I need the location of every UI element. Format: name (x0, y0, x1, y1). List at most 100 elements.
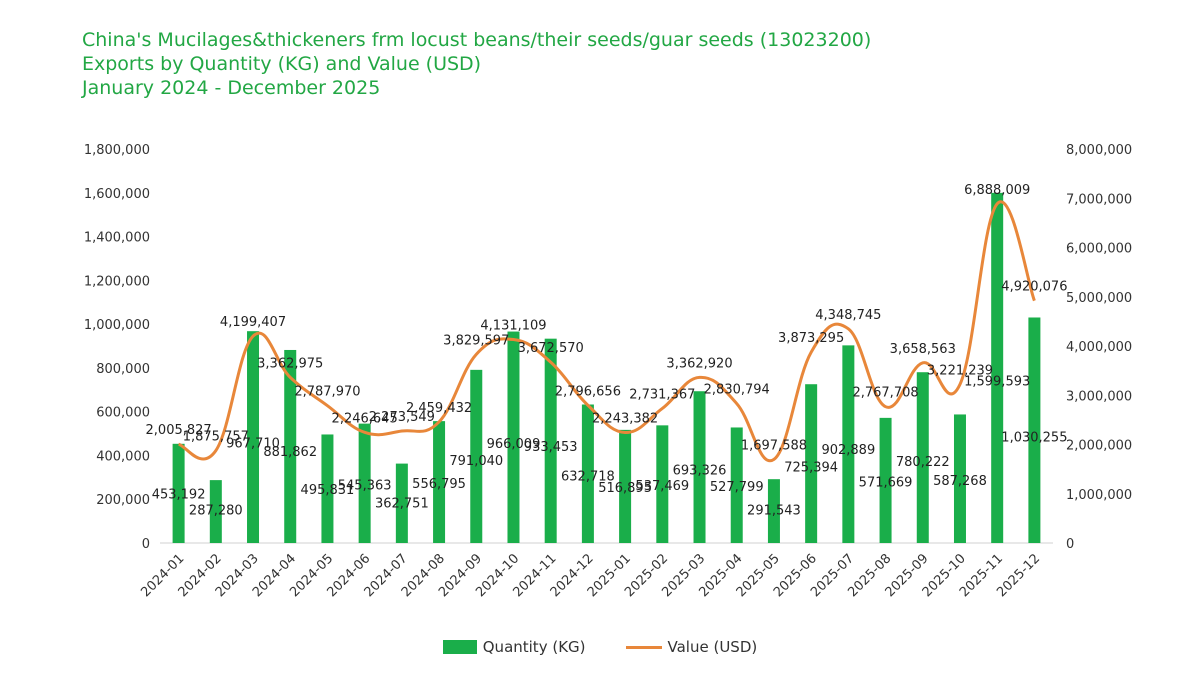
quantity-data-label: 587,268 (933, 474, 987, 489)
legend: Quantity (KG) Value (USD) (0, 638, 1200, 656)
value-data-label: 6,888,009 (964, 183, 1030, 198)
y-left-tick-label: 1,800,000 (84, 143, 150, 158)
quantity-bar (358, 423, 371, 543)
value-data-label: 4,348,745 (815, 308, 881, 323)
y-left-tick-label: 600,000 (96, 406, 150, 421)
value-data-label: 2,459,432 (406, 401, 472, 416)
value-data-label: 3,829,597 (443, 333, 509, 348)
quantity-bar (619, 429, 632, 543)
value-data-label: 4,131,109 (480, 319, 546, 334)
value-data-label: 3,362,920 (666, 356, 732, 371)
y-left-tick-label: 1,600,000 (84, 187, 150, 202)
quantity-bar (767, 479, 780, 543)
quantity-bar (172, 443, 185, 543)
y-left-tick-label: 1,000,000 (84, 318, 150, 333)
value-data-label: 1,697,588 (741, 438, 807, 453)
quantity-bar (581, 404, 594, 543)
y-left-tick-label: 400,000 (96, 449, 150, 464)
quantity-data-label: 537,469 (635, 479, 689, 494)
value-line (177, 200, 1036, 463)
quantity-bar (433, 421, 446, 543)
y-right-tick-label: 3,000,000 (1066, 389, 1132, 404)
y-left-tick-label: 0 (142, 537, 150, 552)
quantity-data-label: 495,831 (301, 483, 355, 498)
legend-item-quantity[interactable]: Quantity (KG) (442, 638, 586, 656)
legend-label-quantity: Quantity (KG) (482, 638, 586, 656)
value-data-label: 3,672,570 (518, 341, 584, 356)
quantity-data-label: 453,192 (152, 487, 206, 502)
quantity-data-label: 556,795 (412, 477, 466, 492)
title-line-3: January 2024 - December 2025 (82, 77, 381, 99)
quantity-data-label: 632,718 (561, 470, 615, 485)
quantity-bar (507, 331, 520, 543)
value-data-label: 2,796,656 (555, 384, 621, 399)
quantity-data-label: 881,862 (263, 445, 317, 460)
quantity-data-label: 571,669 (859, 476, 913, 491)
quantity-bar (693, 391, 706, 543)
title-line-2: Exports by Quantity (KG) and Value (USD) (82, 53, 482, 75)
quantity-data-label: 362,751 (375, 496, 429, 511)
quantity-data-label: 291,543 (747, 503, 801, 518)
value-data-label: 2,830,794 (704, 383, 770, 398)
legend-line-swatch (625, 645, 662, 649)
quantity-data-label: 527,799 (710, 480, 764, 495)
quantity-bar (879, 417, 892, 543)
legend-label-value: Value (USD) (667, 638, 758, 656)
quantity-bar (209, 480, 222, 543)
quantity-data-label: 780,222 (896, 455, 950, 470)
quantity-bar (656, 425, 669, 543)
quantity-data-label: 287,280 (189, 504, 243, 519)
quantity-bar (805, 384, 818, 543)
y-right-tick-label: 7,000,000 (1066, 192, 1132, 207)
quantity-bar (470, 369, 483, 543)
value-data-label: 2,767,708 (852, 386, 918, 401)
quantity-bar (321, 434, 334, 543)
y-left-tick-label: 1,200,000 (84, 274, 150, 289)
value-data-label: 2,787,970 (294, 385, 360, 400)
y-right-tick-label: 1,000,000 (1066, 488, 1132, 503)
y-right-tick-label: 2,000,000 (1066, 439, 1132, 454)
quantity-data-label: 933,453 (524, 440, 578, 455)
y-right-tick-label: 6,000,000 (1066, 242, 1132, 257)
value-data-label: 1,875,757 (183, 430, 249, 445)
y-right-tick-label: 0 (1066, 537, 1074, 552)
quantity-bar (395, 463, 408, 543)
legend-bar-swatch (442, 640, 477, 654)
y-right-tick-label: 5,000,000 (1066, 291, 1132, 306)
quantity-bar (1028, 317, 1041, 543)
value-data-label: 3,658,563 (890, 342, 956, 357)
quantity-bar (247, 331, 260, 543)
value-data-label: 2,246,645 (332, 411, 398, 426)
title-line-1: China's Mucilages&thickeners frm locust … (82, 29, 872, 51)
value-data-label: 2,273,549 (369, 410, 435, 425)
quantity-bar (991, 192, 1004, 543)
y-left-tick-label: 1,400,000 (84, 231, 150, 246)
y-left-tick-label: 200,000 (96, 493, 150, 508)
value-data-label: 3,873,295 (778, 331, 844, 346)
quantity-data-label: 902,889 (821, 443, 875, 458)
quantity-bar (916, 372, 929, 543)
quantity-bar (544, 338, 557, 543)
quantity-bar (284, 349, 297, 543)
quantity-data-label: 967,710 (226, 437, 280, 452)
y-left-tick-label: 800,000 (96, 362, 150, 377)
value-data-label: 2,005,827 (146, 423, 212, 438)
value-data-label: 4,199,407 (220, 315, 286, 330)
value-data-label: 3,221,239 (927, 363, 993, 378)
value-data-label: 2,731,367 (629, 387, 695, 402)
quantity-data-label: 791,040 (449, 454, 503, 469)
value-data-label: 3,362,975 (257, 356, 323, 371)
quantity-data-label: 693,326 (673, 464, 727, 479)
quantity-data-label: 516,895 (598, 481, 652, 496)
quantity-bar (953, 414, 966, 543)
chart-title: China's Mucilages&thickeners frm locust … (82, 28, 871, 100)
value-data-label: 2,243,382 (592, 412, 658, 427)
quantity-bar (730, 427, 743, 543)
y-right-tick-label: 4,000,000 (1066, 340, 1132, 355)
quantity-data-label: 966,009 (487, 437, 541, 452)
quantity-data-label: 725,394 (784, 461, 838, 476)
legend-item-value[interactable]: Value (USD) (625, 638, 758, 656)
quantity-bar (842, 345, 855, 543)
quantity-data-label: 545,363 (338, 478, 392, 493)
